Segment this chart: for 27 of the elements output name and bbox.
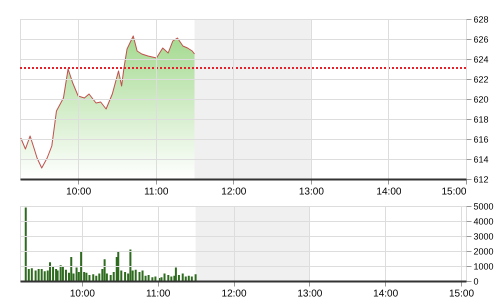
x-tick-label: 15:00 — [448, 288, 474, 300]
y-tick-label: 0 — [474, 276, 479, 286]
y-tick-label: 612 — [474, 174, 489, 184]
y-tick-label: 2000 — [474, 246, 494, 256]
x-tick-label: 10:00 — [66, 186, 92, 198]
y-tick-label: 614 — [474, 154, 489, 164]
x-tick-label: 12:00 — [222, 288, 247, 300]
x-tick-label: 14:00 — [376, 186, 402, 198]
x-tick-label: 12:00 — [221, 186, 247, 198]
x-tick-label: 13:00 — [298, 186, 324, 198]
y-tick-label: 622 — [474, 74, 489, 84]
y-tick-label: 628 — [474, 14, 489, 24]
x-tick-label: 15:00 — [441, 186, 467, 198]
x-tick-label: 13:00 — [297, 288, 323, 300]
y-tick-label: 1000 — [474, 262, 494, 272]
y-tick-label: 624 — [474, 54, 489, 64]
x-tick-label: 14:00 — [373, 288, 399, 300]
y-tick-label: 4000 — [474, 216, 494, 226]
y-tick-label: 618 — [474, 114, 489, 124]
y-tick-label: 3000 — [474, 232, 494, 242]
x-tick-label: 11:00 — [144, 186, 169, 198]
x-tick-label: 11:00 — [146, 288, 171, 300]
x-tick-label: 10:00 — [70, 288, 96, 300]
y-tick-label: 616 — [474, 134, 489, 144]
y-tick-label: 626 — [474, 34, 489, 44]
y-tick-label: 5000 — [474, 202, 494, 212]
y-tick-label: 620 — [474, 94, 489, 104]
